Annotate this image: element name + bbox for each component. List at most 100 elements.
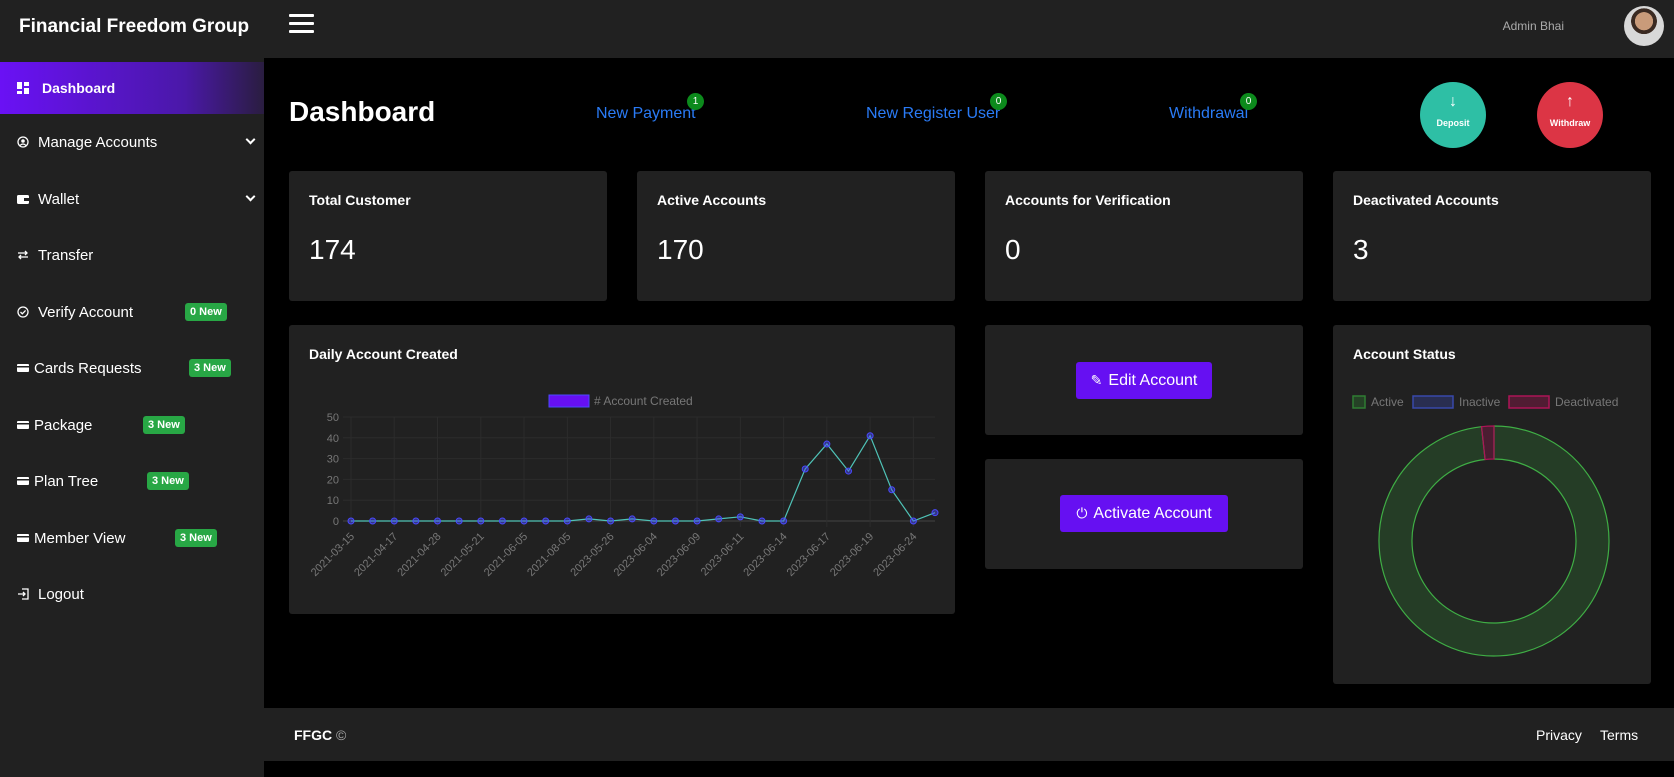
power-icon: ⏻ [1076, 505, 1088, 521]
stat-value: 170 [657, 234, 704, 265]
status-badge: 3 New [189, 359, 231, 377]
data-point [542, 517, 550, 525]
x-tick-label: 2023-05-26 [568, 531, 616, 579]
footer-brand: FFGC © [294, 727, 346, 743]
data-point [736, 513, 744, 521]
doughnut-slice [1480, 425, 1495, 461]
doughnut-chart: Active Inactive Deactivated [1352, 395, 1618, 657]
x-tick-label: 2021-04-28 [395, 531, 443, 579]
data-point [563, 517, 571, 525]
x-tick-label: 2021-03-15 [309, 531, 357, 579]
card-icon [17, 421, 29, 429]
y-tick-label: 10 [327, 495, 339, 507]
stat-title: Active Accounts [657, 192, 767, 208]
data-point [520, 517, 528, 525]
new-payment-link[interactable]: New Payment [596, 105, 696, 122]
status-badge: 0 New [185, 303, 227, 321]
data-point [390, 517, 398, 525]
admin-name[interactable]: Admin Bhai [1502, 19, 1564, 33]
sidebar-item-verify-account[interactable]: Verify Account 0 New [0, 286, 264, 338]
footer: FFGC © Privacy Terms [264, 708, 1674, 761]
stat-card-accounts-for-verification: Accounts for Verification 0 [985, 171, 1303, 301]
card-icon [17, 477, 29, 485]
arrow-down-icon: ↓ [1449, 93, 1457, 110]
y-tick-label: 30 [327, 454, 339, 466]
sidebar-item-label: Plan Tree [34, 472, 99, 490]
x-tick-label: 2023-06-14 [741, 531, 789, 579]
data-point [434, 517, 442, 525]
sidebar-item-transfer[interactable]: Transfer [0, 229, 264, 281]
data-point [628, 515, 636, 523]
x-tick-label: 2023-06-17 [785, 531, 833, 579]
stat-card-total-customer: Total Customer 174 [289, 171, 607, 301]
chevron-down-icon [245, 191, 256, 202]
data-point [844, 467, 852, 475]
menu-toggle-icon[interactable] [289, 14, 314, 34]
privacy-link[interactable]: Privacy [1536, 727, 1582, 743]
page-title: Dashboard [289, 96, 436, 127]
data-point [347, 517, 355, 525]
sidebar-item-label: Dashboard [42, 80, 116, 96]
edit-account-button[interactable]: ✎ Edit Account [1076, 362, 1212, 399]
brand-title[interactable]: Financial Freedom Group [19, 16, 250, 37]
y-tick-label: 0 [333, 516, 339, 528]
logout-icon [18, 588, 29, 600]
new-register-user-count-badge: 0 [990, 93, 1007, 110]
new-payment-count-badge: 1 [687, 93, 704, 110]
data-point [801, 465, 809, 473]
sidebar-item-plan-tree[interactable]: Plan Tree 3 New [0, 455, 264, 507]
avatar[interactable] [1624, 6, 1664, 46]
stat-value: 0 [1005, 234, 1021, 265]
sidebar-item-manage-accounts[interactable]: Manage Accounts [0, 116, 264, 168]
line-chart: # Account Created010203040502021-03-1520… [309, 394, 939, 579]
stat-card-deactivated-accounts: Deactivated Accounts 3 [1333, 171, 1651, 301]
withdrawal-link[interactable]: Withdrawal [1169, 105, 1249, 122]
copyright-symbol: © [336, 727, 347, 743]
sidebar-item-cards-requests[interactable]: Cards Requests 3 New [0, 342, 264, 394]
stat-value: 3 [1353, 234, 1369, 265]
legend-swatch [1508, 395, 1550, 409]
data-point [455, 517, 463, 525]
data-point [909, 517, 917, 525]
sidebar-item-member-view[interactable]: Member View 3 New [0, 512, 264, 564]
legend-label: Inactive [1459, 395, 1501, 409]
sidebar-item-label: Verify Account [38, 303, 134, 321]
sidebar-item-label: Cards Requests [34, 359, 142, 377]
new-register-user-link[interactable]: New Register User [866, 105, 1001, 122]
user-circle-icon [17, 136, 29, 148]
data-point [866, 432, 874, 440]
stat-value: 174 [309, 234, 356, 265]
top-bar: Financial Freedom Group Admin Bhai [0, 0, 1674, 58]
x-tick-label: 2023-06-19 [828, 531, 876, 579]
edit-account-label: Edit Account [1108, 371, 1198, 389]
sidebar-item-wallet[interactable]: Wallet [0, 173, 264, 225]
deposit-button[interactable]: ↓ Deposit [1420, 82, 1486, 148]
data-point [412, 517, 420, 525]
sidebar-item-label: Logout [38, 585, 84, 603]
activate-account-button[interactable]: ⏻ Activate Account [1060, 495, 1228, 532]
footer-brand-name: FFGC [294, 727, 333, 743]
x-tick-label: 2023-06-04 [612, 531, 660, 579]
legend-label: Deactivated [1555, 395, 1618, 409]
withdraw-button[interactable]: ↑ Withdraw [1537, 82, 1603, 148]
sidebar-item-logout[interactable]: Logout [0, 568, 264, 620]
sidebar-item-dashboard[interactable]: Dashboard [0, 62, 264, 114]
stat-title: Deactivated Accounts [1353, 192, 1499, 208]
status-badge: 3 New [175, 529, 217, 547]
data-point [931, 509, 939, 517]
sidebar-item-label: Manage Accounts [38, 133, 158, 151]
terms-link[interactable]: Terms [1600, 727, 1639, 743]
x-tick-label: 2023-06-11 [699, 531, 747, 579]
chart-title: Account Status [1353, 346, 1456, 362]
data-point [369, 517, 377, 525]
legend-swatch [1352, 395, 1366, 409]
stat-title: Total Customer [309, 192, 411, 208]
sidebar-item-package[interactable]: Package 3 New [0, 399, 264, 451]
account-status-card: Account Status Active Inactive Deactivated [1333, 325, 1651, 684]
data-point [477, 517, 485, 525]
data-point [888, 486, 896, 494]
chart-title: Daily Account Created [309, 346, 458, 362]
data-point [715, 515, 723, 523]
dashboard-icon [17, 82, 29, 94]
data-point [780, 517, 788, 525]
